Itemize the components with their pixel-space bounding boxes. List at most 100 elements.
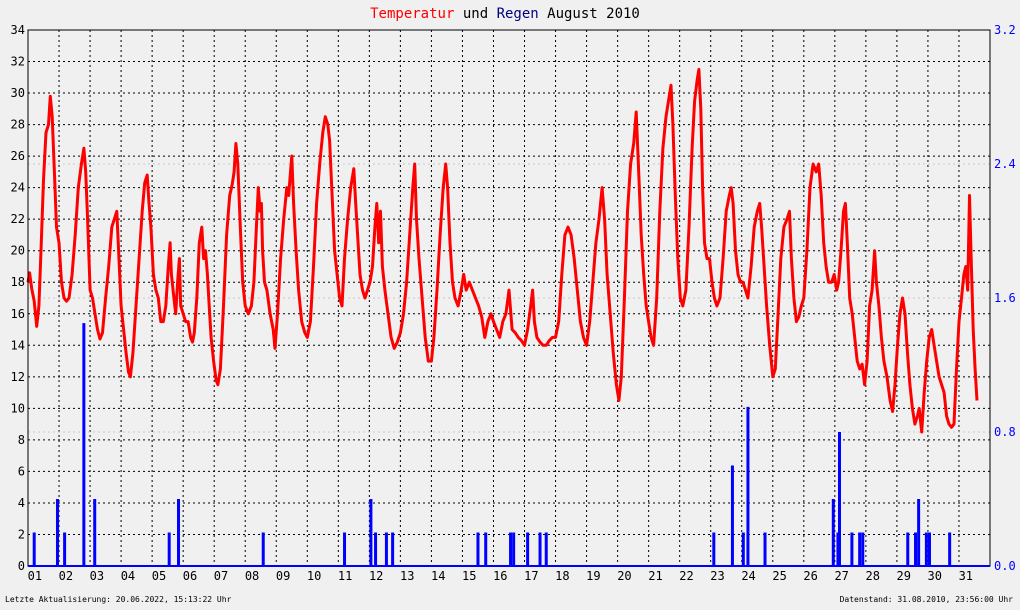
rain-bar <box>924 532 928 566</box>
x-tick-label: 10 <box>307 569 321 583</box>
x-tick-label: 01 <box>28 569 42 583</box>
rain-bar <box>512 532 516 566</box>
rain-bar <box>538 532 542 566</box>
x-tick-label: 31 <box>959 569 973 583</box>
left-tick-label: 30 <box>11 86 25 100</box>
rain-bar <box>526 532 530 566</box>
rain-bar <box>509 532 513 566</box>
x-tick-label: 16 <box>493 569 507 583</box>
x-tick-label: 08 <box>245 569 259 583</box>
left-tick-label: 6 <box>18 464 25 478</box>
rain-bar <box>906 532 910 566</box>
rain-bar <box>82 323 86 566</box>
rain-bar <box>167 532 171 566</box>
right-tick-label: 1.6 <box>994 291 1016 305</box>
left-tick-label: 4 <box>18 496 25 510</box>
right-tick-label: 0.0 <box>994 559 1016 573</box>
rain-bar <box>858 532 862 566</box>
rain-bar <box>861 532 865 566</box>
rain-bar <box>384 532 388 566</box>
rain-bar <box>948 532 952 566</box>
title-rain: Regen <box>497 6 539 22</box>
left-tick-label: 18 <box>11 275 25 289</box>
x-tick-label: 19 <box>586 569 600 583</box>
title-und: und <box>454 6 496 22</box>
temperature-series <box>26 67 979 434</box>
rain-bar <box>391 532 395 566</box>
rain-bar <box>55 499 59 566</box>
footer-last-update: Letzte Aktualisierung: 20.06.2022, 15:13… <box>5 595 232 604</box>
rain-bar <box>741 532 745 566</box>
rain-bar <box>927 532 931 566</box>
rain-bar <box>476 532 480 566</box>
left-tick-label: 22 <box>11 212 25 226</box>
x-tick-label: 24 <box>741 569 755 583</box>
x-tick-label: 15 <box>462 569 476 583</box>
left-tick-label: 34 <box>11 23 25 37</box>
x-tick-label: 09 <box>276 569 290 583</box>
right-tick-label: 3.2 <box>994 23 1016 37</box>
rain-bar <box>917 499 921 566</box>
axes <box>27 29 991 567</box>
x-tick-label: 04 <box>121 569 135 583</box>
rain-bar <box>343 532 347 566</box>
x-tick-label: 21 <box>648 569 662 583</box>
right-tick-label: 2.4 <box>994 157 1016 171</box>
x-tick-label: 20 <box>617 569 631 583</box>
temperature-line <box>26 67 979 434</box>
x-tick-label: 12 <box>369 569 383 583</box>
rain-bar <box>837 432 841 566</box>
title-month: August 2010 <box>539 6 640 22</box>
x-tick-label: 28 <box>865 569 879 583</box>
left-tick-label: 8 <box>18 433 25 447</box>
left-tick-label: 26 <box>11 149 25 163</box>
rain-bars <box>32 323 952 566</box>
chart-title: Temperatur und Regen August 2010 <box>370 6 640 22</box>
left-tick-label: 32 <box>11 55 25 69</box>
x-tick-label: 26 <box>803 569 817 583</box>
x-tick-label: 05 <box>152 569 166 583</box>
x-tick-label: 27 <box>834 569 848 583</box>
x-tick-label: 13 <box>400 569 414 583</box>
left-tick-label: 0 <box>18 559 25 573</box>
title-temperature: Temperatur <box>370 6 454 22</box>
rain-bar <box>63 532 67 566</box>
left-tick-label: 10 <box>11 401 25 415</box>
x-tick-label: 07 <box>214 569 228 583</box>
x-tick-label: 22 <box>679 569 693 583</box>
x-tick-label: 17 <box>524 569 538 583</box>
rain-bar <box>369 499 373 566</box>
x-tick-label: 14 <box>431 569 445 583</box>
rain-bar <box>850 532 854 566</box>
x-tick-label: 30 <box>928 569 942 583</box>
rain-bar <box>712 532 716 566</box>
x-tick-label: 29 <box>897 569 911 583</box>
rain-bar <box>763 532 767 566</box>
x-tick-label: 25 <box>772 569 786 583</box>
rain-bar <box>484 532 488 566</box>
right-tick-label: 0.8 <box>994 425 1016 439</box>
rain-bar <box>730 465 734 566</box>
rain-bar <box>32 532 36 566</box>
rain-bar <box>93 499 97 566</box>
x-tick-label: 03 <box>90 569 104 583</box>
left-tick-label: 2 <box>18 527 25 541</box>
left-tick-label: 12 <box>11 370 25 384</box>
rain-bar <box>746 406 750 566</box>
rain-bar <box>914 532 918 566</box>
x-tick-label: 18 <box>555 569 569 583</box>
footer-data-status: Datenstand: 31.08.2010, 23:56:00 Uhr <box>840 595 1014 604</box>
rain-bar <box>261 532 265 566</box>
rain-bar <box>374 532 378 566</box>
rain-bar <box>177 499 181 566</box>
x-tick-label: 11 <box>338 569 352 583</box>
x-axis-tick-labels: 01 02 03 04 05 06 07 08 09 10 11 12 13 14 15 16 17 18 19 20… <box>28 569 973 583</box>
left-tick-label: 14 <box>11 338 25 352</box>
left-tick-label: 20 <box>11 244 25 258</box>
right-axis-tick-labels: 0.0 0.8 1.6 2.4 3.2 <box>994 23 1016 573</box>
x-tick-label: 23 <box>710 569 724 583</box>
left-tick-label: 24 <box>11 181 25 195</box>
left-tick-label: 28 <box>11 118 25 132</box>
